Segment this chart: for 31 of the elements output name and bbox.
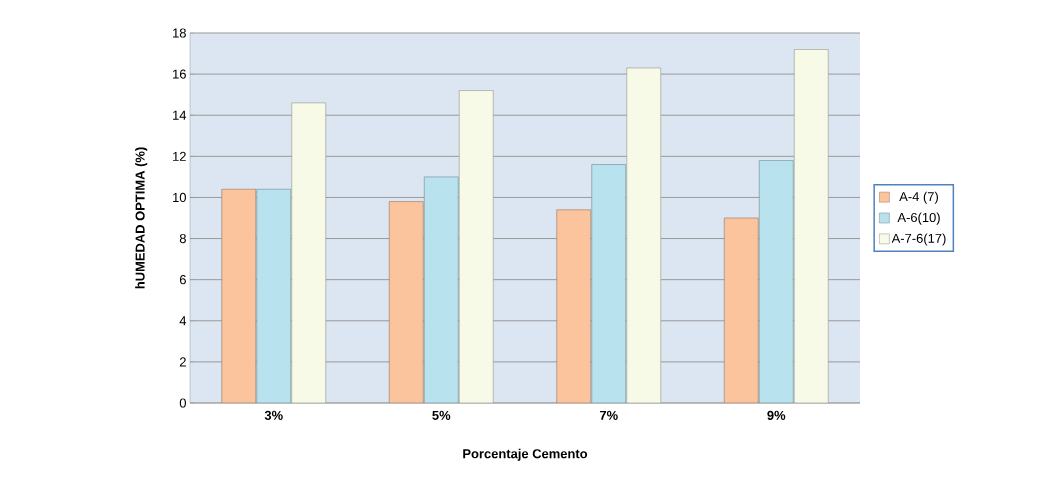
y-tick-label: 10	[173, 192, 186, 203]
legend-label: A-4 (7)	[899, 191, 938, 204]
bar	[723, 217, 759, 403]
bar	[758, 160, 794, 403]
y-tick-label: 18	[173, 28, 186, 38]
y-tick-label: 0	[179, 398, 186, 408]
y-tick-label: 4	[179, 316, 187, 326]
x-tick-label: 3%	[264, 410, 283, 420]
bar	[291, 102, 327, 403]
bar	[591, 164, 627, 403]
y-tick-label: 12	[173, 151, 186, 161]
bar	[458, 90, 494, 403]
bar	[793, 49, 829, 403]
y-tick-label: 6	[179, 275, 186, 285]
bar	[626, 67, 662, 403]
y-tick-label: 14	[173, 110, 187, 120]
legend-label: A-7-6(17)	[891, 233, 946, 246]
bar	[423, 176, 459, 403]
y-axis-title: hUMEDAD OPTIMA (%)	[135, 147, 148, 289]
bar	[256, 188, 292, 403]
legend-label: A-6(10)	[897, 212, 940, 225]
y-tick-label: 2	[179, 357, 186, 367]
y-tick-label: 16	[173, 69, 186, 79]
bar	[388, 201, 424, 403]
x-tick-label: 5%	[432, 410, 451, 420]
bar	[221, 188, 257, 403]
y-tick-label: 8	[179, 233, 186, 244]
x-axis-title: Porcentaje Cemento	[463, 448, 588, 461]
bar	[556, 209, 592, 403]
x-tick-label: 9%	[767, 410, 786, 420]
x-tick-label: 7%	[599, 410, 618, 420]
